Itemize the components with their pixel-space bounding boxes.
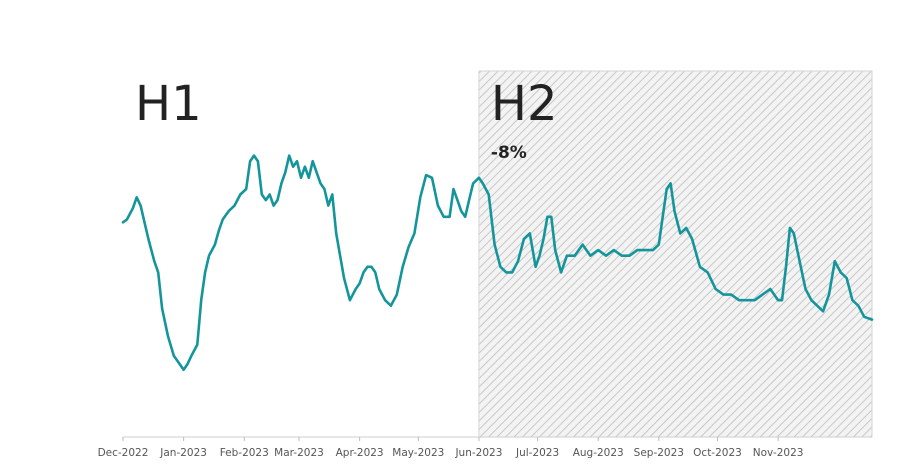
x-tick-label: Sep-2023 — [634, 447, 684, 459]
x-tick-label: Jan-2023 — [159, 447, 207, 459]
x-tick-label: Feb-2023 — [220, 447, 269, 459]
region-label-h1: H1 — [135, 76, 202, 132]
region-change-annotation: -8% — [491, 143, 527, 163]
x-tick-label: Jun-2023 — [454, 447, 502, 459]
x-tick-label: Apr-2023 — [336, 447, 384, 459]
x-tick-label: Mar-2023 — [274, 447, 324, 459]
x-tick-label: Dec-2022 — [98, 447, 149, 459]
x-tick-label: Aug-2023 — [573, 447, 624, 459]
series-line — [121, 154, 874, 372]
series-layer — [121, 154, 874, 372]
x-tick-label: Jul-2023 — [515, 447, 559, 459]
region-shade-h2 — [478, 70, 873, 438]
x-tick-label: Nov-2023 — [753, 447, 804, 459]
x-axis-ticks: Dec-2022 Jan-2023 Feb-2023 Mar-2023 Apr-2023… — [98, 437, 804, 459]
x-tick-label: Oct-2023 — [693, 447, 742, 459]
half-year-regions — [478, 70, 873, 438]
x-tick-label: May-2023 — [392, 447, 444, 459]
region-labels: H1 H2 -8% — [135, 76, 558, 163]
region-label-h2: H2 — [491, 76, 558, 132]
